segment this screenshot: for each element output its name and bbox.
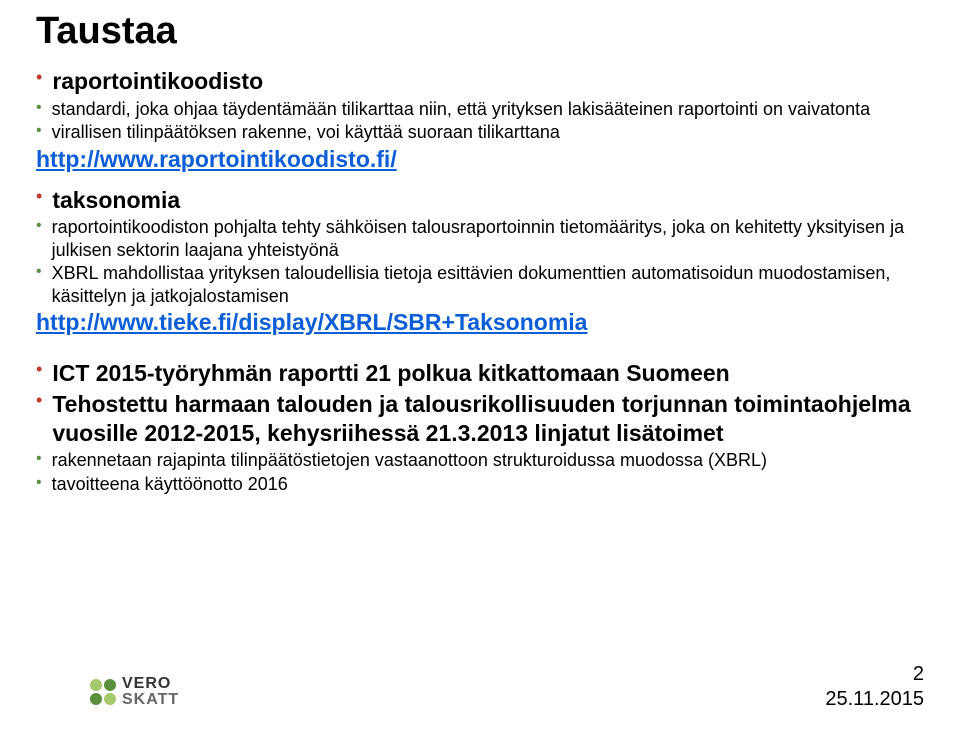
list-item: • Tehostettu harmaan talouden ja talousr… [36, 390, 924, 448]
slide-date: 25.11.2015 [825, 687, 924, 712]
body-text: tavoitteena käyttöönotto 2016 [52, 473, 288, 496]
slide: Taustaa • raportointikoodisto • standard… [0, 0, 960, 730]
list-item: • raportointikoodisto [36, 67, 924, 96]
slide-footer: 2 25.11.2015 [825, 662, 924, 712]
body-text: rakennetaan rajapinta tilinpäätöstietoje… [52, 449, 767, 472]
list-item: • rakennetaan rajapinta tilinpäätöstieto… [36, 449, 924, 472]
list-item: • tavoitteena käyttöönotto 2016 [36, 473, 924, 496]
logo-text: VERO SKATT [122, 676, 179, 708]
page-title: Taustaa [36, 10, 924, 53]
list-item: • raportointikoodiston pohjalta tehty sä… [36, 216, 924, 261]
logo-mark-icon [90, 679, 116, 705]
bullet-icon: • [36, 449, 42, 468]
list-item: • ICT 2015-työryhmän raportti 21 polkua … [36, 359, 924, 388]
page-number: 2 [825, 662, 924, 687]
list-item: • standardi, joka ohjaa täydentämään til… [36, 98, 924, 121]
bullet-icon: • [36, 98, 42, 117]
section-heading: raportointikoodisto [52, 67, 263, 96]
body-text: standardi, joka ohjaa täydentämään tilik… [52, 98, 870, 121]
list-item-link: http://www.raportointikoodisto.fi/ [36, 145, 924, 174]
list-item-link: http://www.tieke.fi/display/XBRL/SBR+Tak… [36, 308, 924, 337]
list-item: • virallisen tilinpäätöksen rakenne, voi… [36, 121, 924, 144]
bullet-icon: • [36, 67, 42, 89]
bullet-icon: • [36, 186, 42, 208]
bullet-icon: • [36, 262, 42, 281]
bullet-icon: • [36, 390, 42, 412]
bullet-icon: • [36, 473, 42, 492]
logo-text-top: VERO [122, 676, 179, 692]
logo-text-bottom: SKATT [122, 692, 179, 708]
body-text-bold: Tehostettu harmaan talouden ja talousrik… [52, 390, 924, 448]
link-raportointikoodisto[interactable]: http://www.raportointikoodisto.fi/ [36, 145, 397, 174]
body-text: virallisen tilinpäätöksen rakenne, voi k… [52, 121, 560, 144]
bullet-icon: • [36, 216, 42, 235]
bullet-icon: • [36, 121, 42, 140]
body-text: XBRL mahdollistaa yrityksen taloudellisi… [52, 262, 924, 307]
vero-logo: VERO SKATT [90, 676, 179, 708]
body-text: raportointikoodiston pohjalta tehty sähk… [52, 216, 924, 261]
list-item: • taksonomia [36, 186, 924, 215]
list-item: • XBRL mahdollistaa yrityksen taloudelli… [36, 262, 924, 307]
body-text-bold: ICT 2015-työryhmän raportti 21 polkua ki… [52, 359, 729, 388]
bullet-icon: • [36, 359, 42, 381]
content-list: • raportointikoodisto • standardi, joka … [36, 67, 924, 495]
link-tieke[interactable]: http://www.tieke.fi/display/XBRL/SBR+Tak… [36, 308, 587, 337]
section-heading: taksonomia [52, 186, 180, 215]
